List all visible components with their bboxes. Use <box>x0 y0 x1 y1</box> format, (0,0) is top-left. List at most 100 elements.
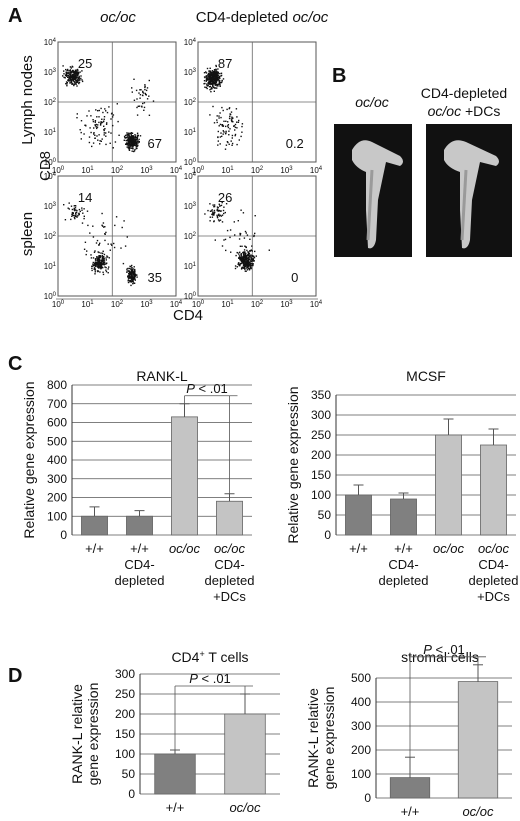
chart-y-tick-label: 300 <box>115 667 135 681</box>
facs-upper-left-percent: 14 <box>78 190 92 205</box>
chart-category-label: +/+ <box>130 541 149 556</box>
chart-y-tick-label: 0 <box>364 791 371 805</box>
facs-x-tick-label: 100 <box>52 300 65 309</box>
facs-x-tick-label: 102 <box>111 300 124 309</box>
bar-- <box>345 494 372 536</box>
chart-y-tick-label: 200 <box>351 743 371 757</box>
chart-y-tick-label: 0 <box>324 528 331 542</box>
facs-x-tick-label: 103 <box>280 166 293 175</box>
chart-category-label: depleted <box>205 573 255 588</box>
chart-y-tick-label: 100 <box>311 488 331 502</box>
bar-chart-cd4-t-cells: CD4+ T cells 0 50 100 150 200 250 300 RANK-L rel… <box>69 649 280 815</box>
chart-category-label: oc/oc <box>169 541 201 556</box>
facs-x-tick-label: 102 <box>251 166 264 175</box>
chart-category-label: oc/oc <box>214 541 246 556</box>
facs-x-tick-label: 104 <box>310 166 323 175</box>
significance-label: P < .01 <box>186 381 228 396</box>
panel-b-bone-images: oc/oc CD4-depleted oc/oc +DCs <box>334 85 512 257</box>
facs-y-tick-label: 101 <box>184 262 197 271</box>
chart-category-label: depleted <box>469 573 519 588</box>
chart-y-tick-label: 250 <box>115 687 135 701</box>
chart-y-tick-label: 400 <box>47 453 67 467</box>
panel-letter-a: A <box>8 5 22 27</box>
facs-y-tick-label: 103 <box>184 202 197 211</box>
chart-category-label: +/+ <box>394 541 413 556</box>
bar-oc-oc <box>457 681 499 799</box>
chart-y-tick-label: 50 <box>318 508 332 522</box>
chart-y-tick-label: 150 <box>311 468 331 482</box>
facs-y-tick-label: 104 <box>44 38 57 47</box>
facs-y-tick-label: 101 <box>44 262 57 271</box>
facs-upper-left-percent: 25 <box>78 56 92 71</box>
chart-category-label: CD4- <box>388 557 418 572</box>
chart-category-label: +/+ <box>85 541 104 556</box>
facs-x-tick-label: 102 <box>111 166 124 175</box>
chart-category-label: depleted <box>115 573 165 588</box>
significance-label: P < .01 <box>423 642 465 657</box>
facs-y-tick-label: 103 <box>44 68 57 77</box>
chart-y-tick-label: 0 <box>60 528 67 542</box>
facs-x-tick-label: 104 <box>310 300 323 309</box>
bar-- <box>81 515 108 536</box>
facs-y-tick-label: 102 <box>184 232 197 241</box>
chart-category-label: +/+ <box>401 804 420 819</box>
facs-x-tick-label: 103 <box>140 166 153 175</box>
bar-oc-oc-cd4-depleted-dcs <box>216 500 243 536</box>
bar-- <box>389 777 431 799</box>
chart-y-tick-label: 400 <box>351 695 371 709</box>
chart-y-tick-label: 200 <box>47 491 67 505</box>
panel-b-label-2-line-2: oc/oc +DCs <box>428 103 501 119</box>
panel-a-flow-cytometry: oc/oc CD4-depleted oc/oc Lymph nodes spl… <box>19 9 329 324</box>
chart-category-label: +DCs <box>477 589 510 604</box>
facs-x-tick-label: 101 <box>221 300 234 309</box>
chart-y-tick-label: 300 <box>311 408 331 422</box>
facs-y-tick-label: 100 <box>44 158 57 167</box>
chart-category-label: +/+ <box>349 541 368 556</box>
facs-y-tick-label: 104 <box>44 172 57 181</box>
panel-a-col-title-1: oc/oc <box>100 9 136 26</box>
facs-y-tick-label: 103 <box>44 202 57 211</box>
chart-y-tick-label: 150 <box>115 727 135 741</box>
panel-a-row-label-lymph-nodes: Lymph nodes <box>19 55 36 145</box>
chart-y-axis-label: Relative gene expression <box>21 381 37 538</box>
facs-x-tick-label: 104 <box>170 166 183 175</box>
chart-y-axis-label: gene expression <box>321 687 337 790</box>
facs-y-tick-label: 102 <box>44 98 57 107</box>
chart-y-tick-label: 700 <box>47 397 67 411</box>
bar-chart-rank-l: RANK-L 0 100 200 300 400 500 600 700 800 Relative … <box>21 368 254 604</box>
facs-event-dots <box>203 64 244 150</box>
facs-y-tick-label: 101 <box>184 128 197 137</box>
chart-y-tick-label: 100 <box>351 767 371 781</box>
chart-y-tick-label: 300 <box>351 719 371 733</box>
bar-oc-oc-cd4-depleted-dcs <box>480 444 507 536</box>
chart-y-tick-label: 200 <box>311 448 331 462</box>
bar-- <box>154 753 196 795</box>
chart-category-label: CD4- <box>214 557 244 572</box>
chart-y-tick-label: 500 <box>47 434 67 448</box>
chart-category-label: +/+ <box>166 800 185 815</box>
panel-a-x-axis-label: CD4 <box>173 307 203 324</box>
chart-y-tick-label: 250 <box>311 428 331 442</box>
bar-oc-oc <box>435 434 462 536</box>
chart-category-label: CD4- <box>124 557 154 572</box>
significance-bracket: P < .01 <box>184 381 238 502</box>
chart-category-label: oc/oc <box>478 541 510 556</box>
facs-upper-left-percent: 87 <box>218 56 232 71</box>
chart-y-tick-label: 350 <box>311 388 331 402</box>
chart-y-axis-label: gene expression <box>85 683 101 786</box>
facs-lower-right-percent: 67 <box>148 136 162 151</box>
panel-b-label-1: oc/oc <box>355 94 388 110</box>
chart-category-label: depleted <box>379 573 429 588</box>
chart-y-tick-label: 100 <box>47 509 67 523</box>
chart-y-axis-label: Relative gene expression <box>285 386 301 543</box>
facs-x-tick-label: 102 <box>251 300 264 309</box>
facs-y-tick-label: 102 <box>44 232 57 241</box>
chart-y-tick-label: 500 <box>351 671 371 685</box>
bar--cd4-depleted <box>126 515 153 536</box>
